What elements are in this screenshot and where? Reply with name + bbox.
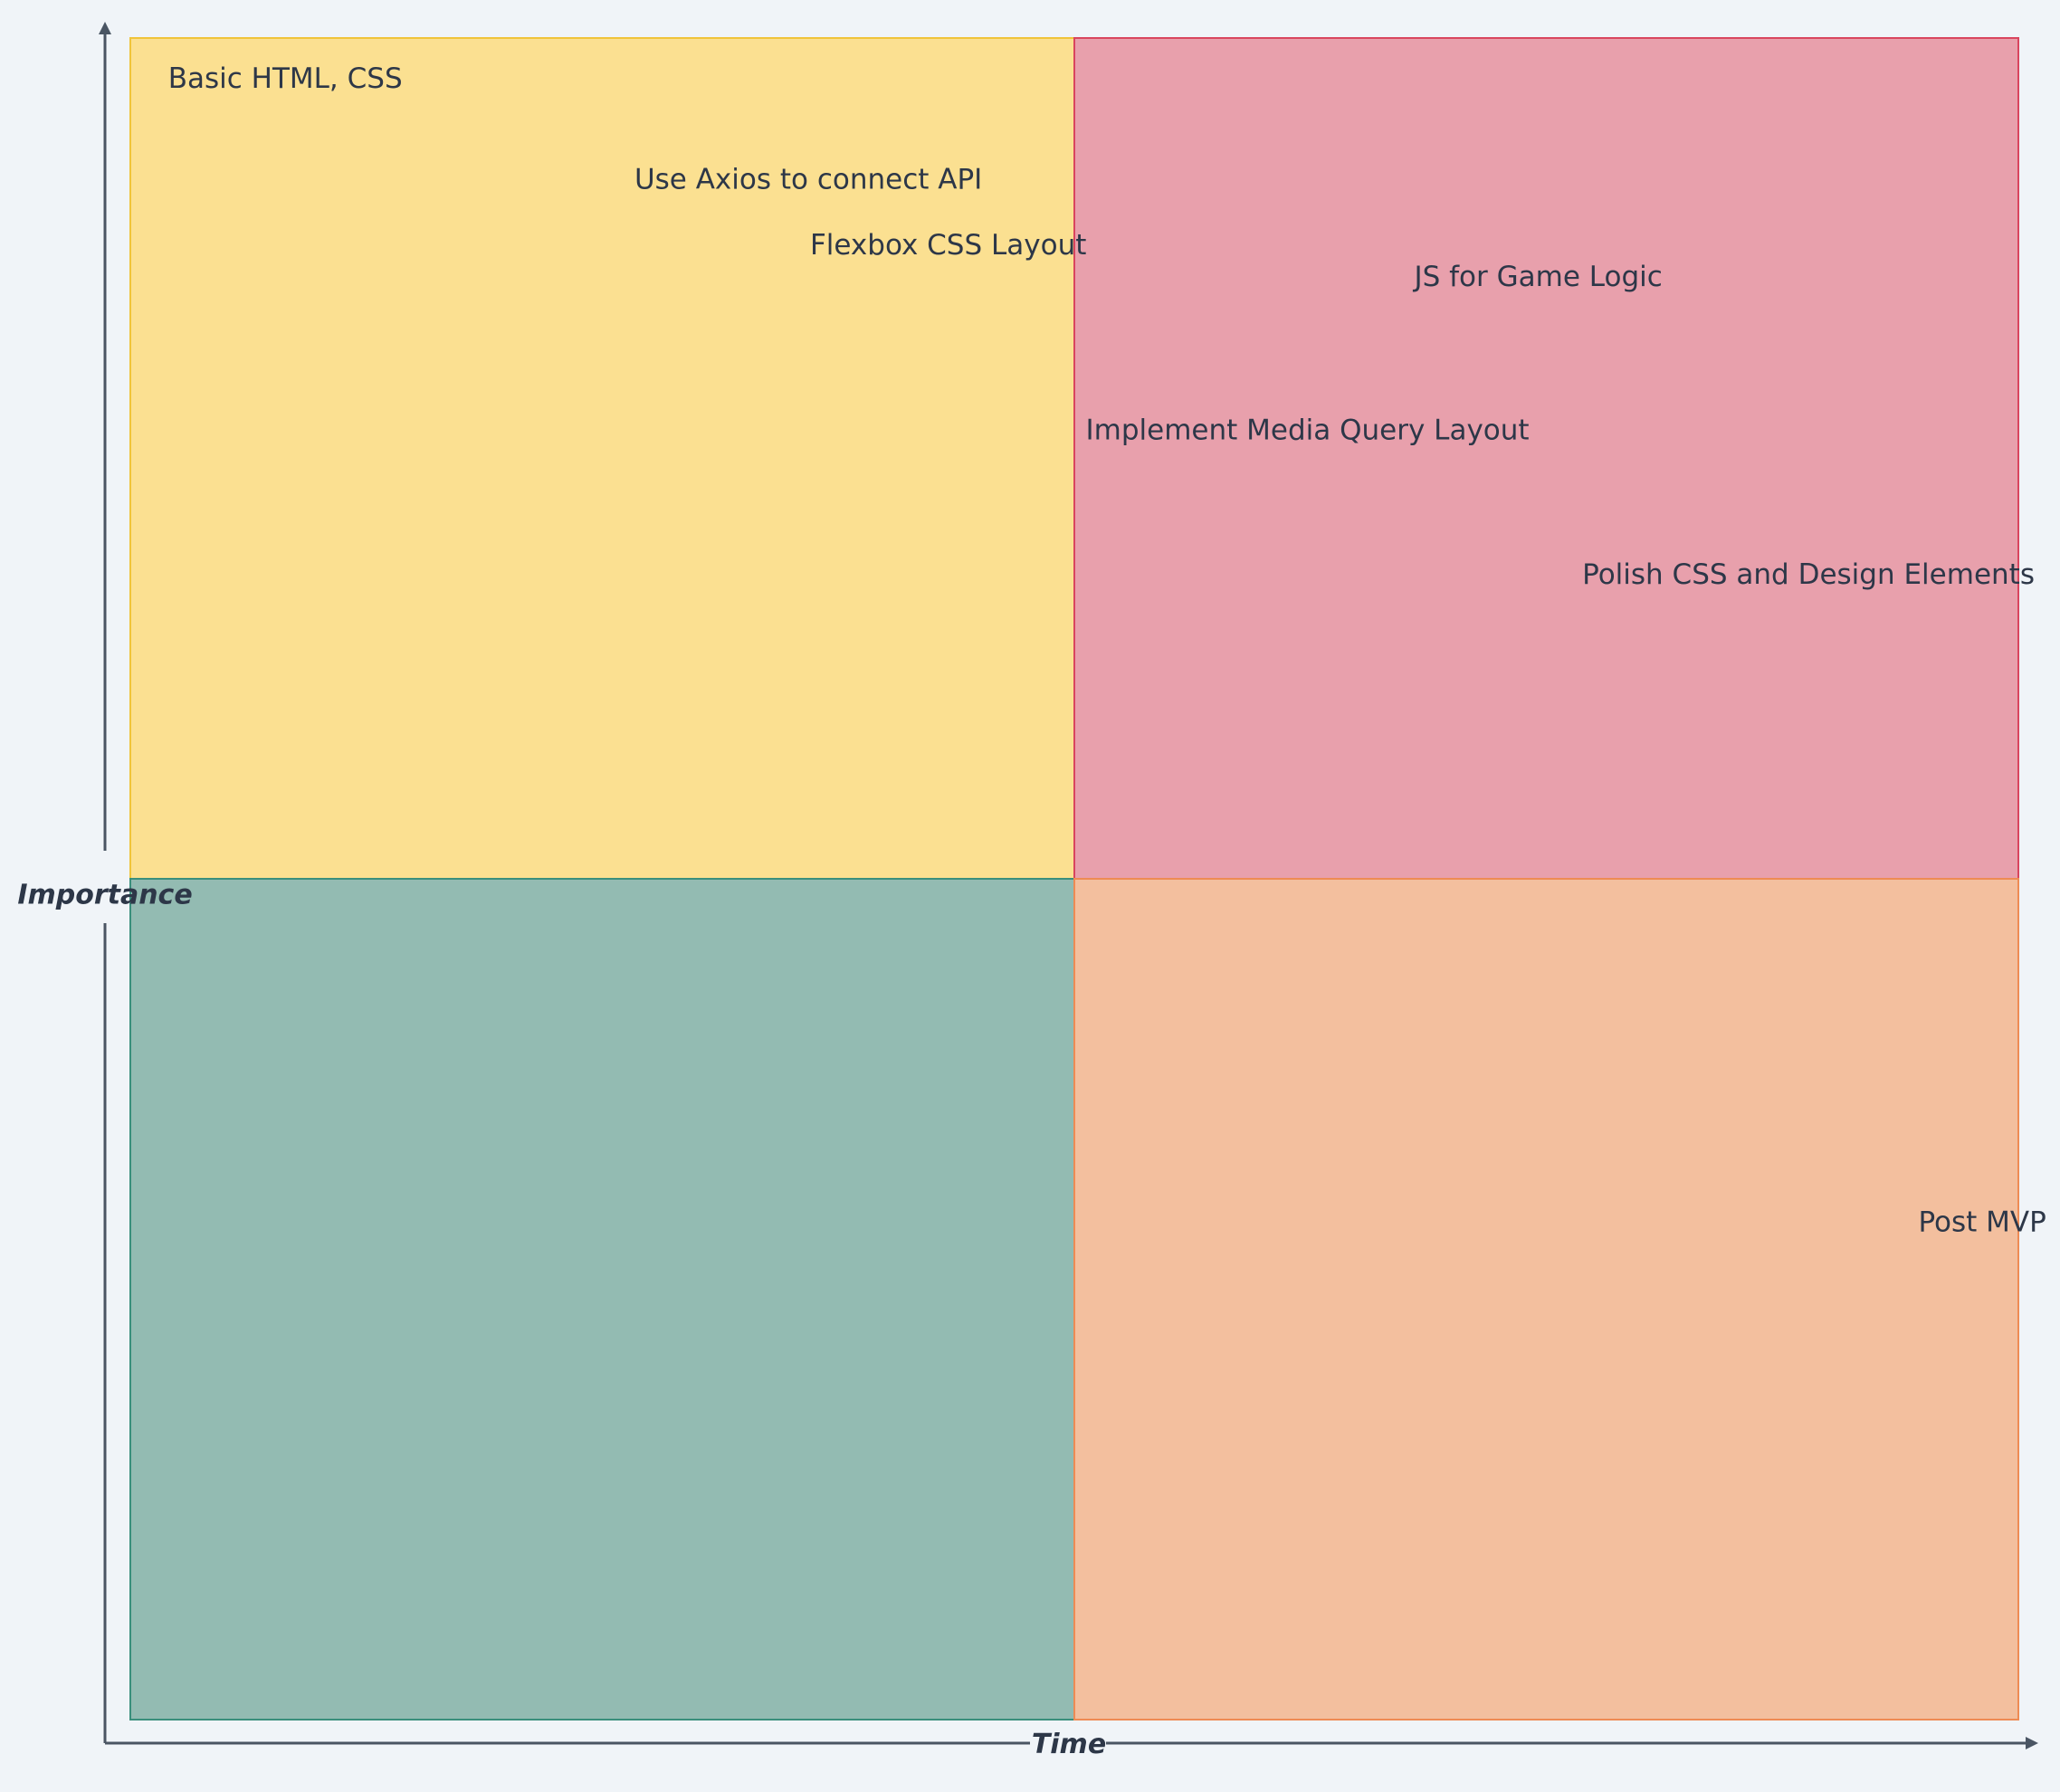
task-label-post-mvp: Post MVP xyxy=(1918,1206,2046,1238)
y-axis-label: Importance xyxy=(17,880,192,911)
task-label-media-query-layout: Implement Media Query Layout xyxy=(1086,414,1530,446)
quadrant-top-right xyxy=(1073,37,2019,880)
task-label-basic-html-css: Basic HTML, CSS xyxy=(168,62,403,95)
y-axis-arrow-icon xyxy=(99,22,111,34)
task-label-axios-api: Use Axios to connect API xyxy=(634,163,982,195)
quadrant-bottom-right xyxy=(1073,878,2019,1721)
task-label-polish-css-design: Polish CSS and Design Elements xyxy=(1582,558,2035,591)
task-labels: Basic HTML, CSS Use Axios to connect API F… xyxy=(168,62,2046,1238)
x-axis-label: Time xyxy=(1032,1729,1106,1760)
task-label-js-game-logic: JS for Game Logic xyxy=(1412,261,1662,293)
task-label-flexbox-layout: Flexbox CSS Layout xyxy=(810,229,1086,262)
x-axis-arrow-icon xyxy=(2026,1737,2038,1749)
quadrant-bottom-left xyxy=(129,878,1075,1721)
quadrant-top-left xyxy=(129,37,1075,880)
